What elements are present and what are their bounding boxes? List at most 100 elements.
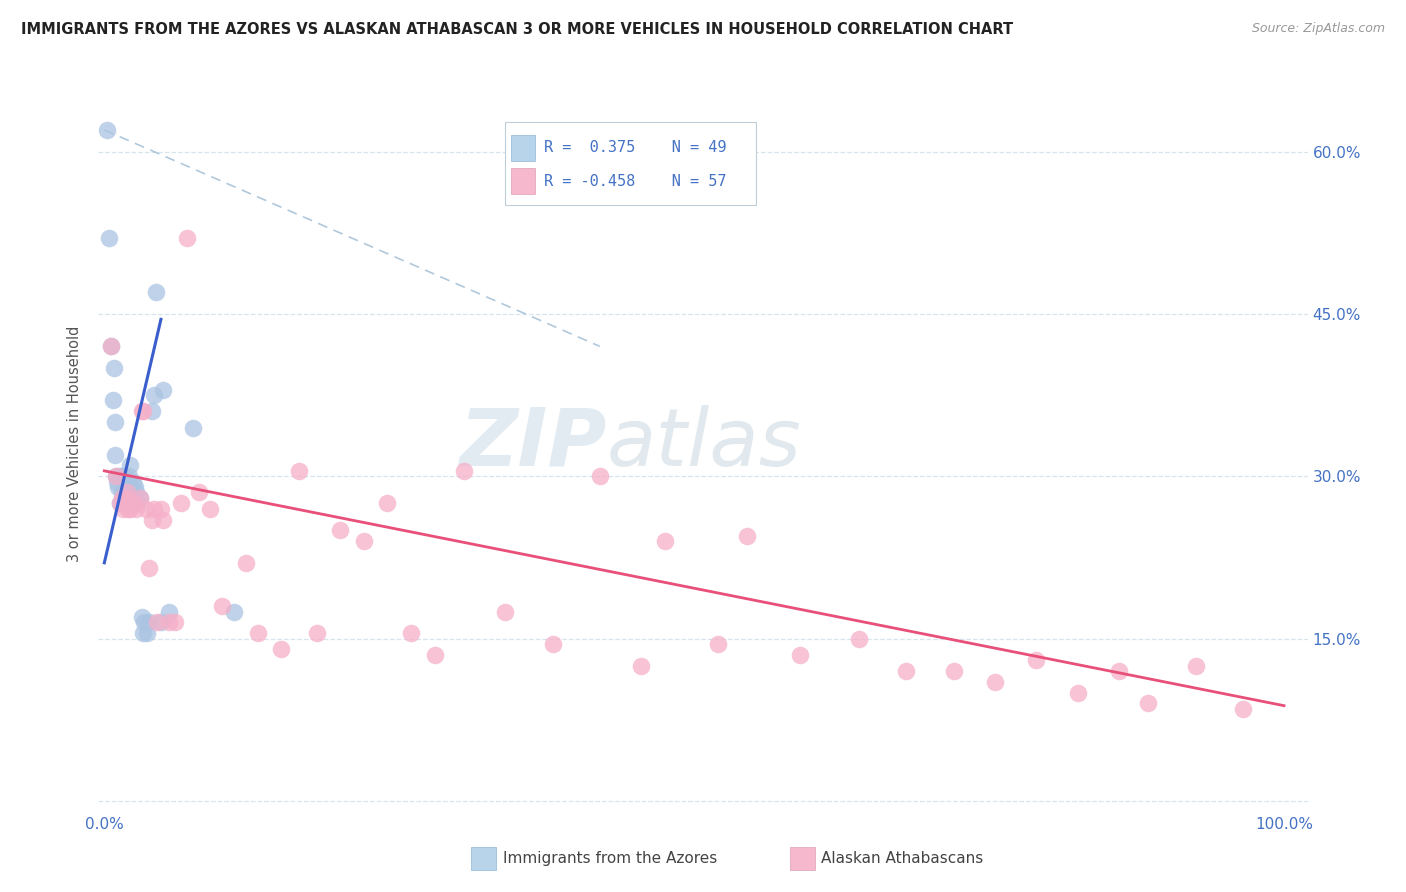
Point [104, 448, 127, 462]
Text: ZIP: ZIP [458, 405, 606, 483]
Point [165, 615, 187, 630]
Text: R = -0.458    N = 57: R = -0.458 N = 57 [544, 174, 727, 188]
Point [187, 485, 209, 500]
Point [1066, 686, 1088, 700]
Point [108, 496, 131, 510]
Point [108, 496, 131, 510]
Point [135, 501, 157, 516]
Point [121, 475, 143, 489]
Text: atlas: atlas [606, 405, 801, 483]
Point [112, 501, 135, 516]
Point [117, 501, 139, 516]
Point [377, 496, 399, 510]
Point [176, 231, 198, 245]
Text: Source: ZipAtlas.com: Source: ZipAtlas.com [1251, 22, 1385, 36]
Text: Immigrants from the Azores: Immigrants from the Azores [503, 851, 717, 865]
Point [104, 415, 127, 429]
Point [735, 529, 758, 543]
Point [222, 605, 245, 619]
Point [270, 642, 292, 657]
Point [125, 501, 148, 516]
Point [101, 393, 124, 408]
Point [149, 501, 172, 516]
Point [112, 469, 135, 483]
Y-axis label: 3 or more Vehicles in Household: 3 or more Vehicles in Household [67, 326, 83, 562]
Point [141, 512, 163, 526]
Text: Alaskan Athabascans: Alaskan Athabascans [821, 851, 983, 865]
Point [110, 469, 132, 483]
Point [114, 491, 136, 505]
Point [114, 475, 136, 489]
Point [112, 485, 135, 500]
Point [984, 674, 1007, 689]
Point [157, 605, 180, 619]
Point [211, 599, 233, 613]
Point [105, 475, 128, 489]
Point [181, 420, 204, 434]
Point [288, 464, 311, 478]
Point [145, 285, 167, 300]
Point [108, 469, 131, 483]
Point [112, 469, 135, 483]
Text: R =  0.375    N = 49: R = 0.375 N = 49 [544, 140, 727, 155]
Point [329, 524, 352, 538]
Point [142, 501, 165, 516]
Point [157, 615, 180, 630]
Point [896, 664, 918, 678]
Point [305, 626, 328, 640]
Point [1232, 702, 1254, 716]
Point [654, 534, 676, 549]
Point [149, 615, 172, 630]
Point [423, 648, 446, 662]
Point [111, 485, 134, 500]
Point [589, 469, 612, 483]
Point [848, 632, 870, 646]
Point [131, 404, 153, 418]
Point [124, 480, 146, 494]
Point [107, 480, 129, 494]
Point [120, 501, 142, 516]
Point [112, 491, 135, 505]
Text: IMMIGRANTS FROM THE AZORES VS ALASKAN ATHABASCAN 3 OR MORE VEHICLES IN HOUSEHOLD: IMMIGRANTS FROM THE AZORES VS ALASKAN AT… [21, 22, 1014, 37]
Point [1137, 697, 1160, 711]
Point [121, 496, 143, 510]
Point [111, 491, 134, 505]
Point [200, 501, 222, 516]
Point [105, 469, 128, 483]
Point [235, 556, 257, 570]
Point [115, 480, 138, 494]
Point [117, 496, 139, 510]
Point [105, 469, 128, 483]
Point [120, 480, 142, 494]
Point [353, 534, 375, 549]
Point [122, 496, 145, 510]
Point [399, 626, 422, 640]
Point [1025, 653, 1047, 667]
Point [128, 491, 150, 505]
Point [453, 464, 475, 478]
Point [120, 458, 142, 473]
Point [125, 485, 148, 500]
Point [494, 605, 516, 619]
Point [706, 637, 728, 651]
Point [141, 404, 163, 418]
Point [246, 626, 269, 640]
Point [122, 491, 145, 505]
Point [138, 615, 160, 630]
Point [98, 231, 121, 245]
Point [103, 361, 125, 376]
Point [152, 512, 174, 526]
Point [115, 485, 138, 500]
Point [138, 561, 160, 575]
Point [146, 615, 169, 630]
Point [789, 648, 811, 662]
Point [170, 496, 193, 510]
Point [115, 491, 138, 505]
Point [120, 491, 142, 505]
Point [100, 339, 122, 353]
Point [132, 626, 155, 640]
Point [96, 123, 118, 137]
Point [132, 404, 155, 418]
Point [942, 664, 965, 678]
Point [114, 491, 136, 505]
